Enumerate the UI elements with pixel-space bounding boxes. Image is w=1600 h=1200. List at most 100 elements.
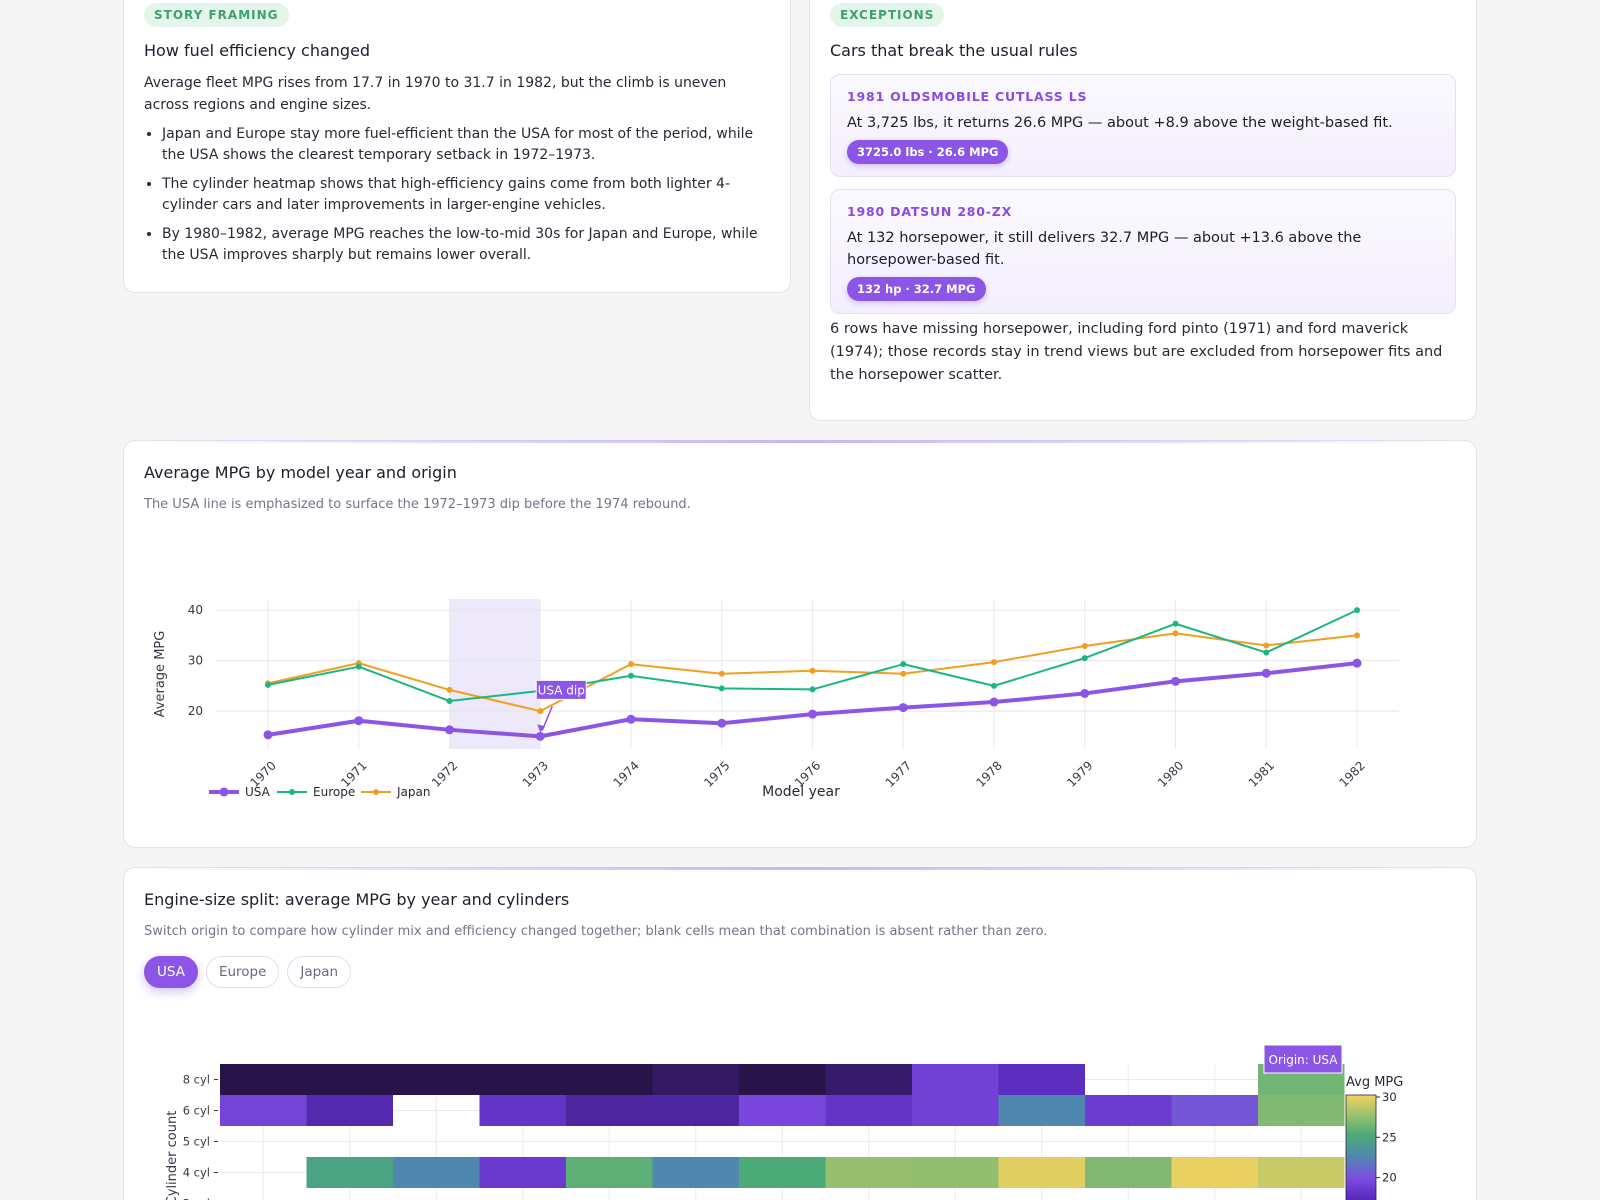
heatmap-cell [393, 1157, 480, 1188]
x-tick-label: 1982 [1336, 758, 1367, 789]
legend-marker-usa [219, 787, 229, 797]
heatmap-cell [393, 1064, 480, 1095]
heatmap-row-label: 8 cyl [183, 1073, 210, 1087]
data-point-usa [1261, 668, 1271, 678]
heatmap-cell [479, 1064, 566, 1095]
colorbar-bar [1345, 1094, 1377, 1200]
y-axis-label: Average MPG [153, 631, 168, 718]
heatmap-cell [998, 1157, 1085, 1188]
heatmap-cell [825, 1064, 912, 1095]
y-tick-label: 30 [188, 654, 203, 668]
legend-label-usa: USA [245, 785, 271, 799]
origin-badge-box [1263, 1044, 1343, 1074]
heatmap-cell [1258, 1157, 1345, 1188]
heatmap-cell [652, 1064, 739, 1095]
story-bullet: The cylinder heatmap shows that high-eff… [162, 174, 770, 216]
colorbar-tick-label: 30 [1382, 1090, 1397, 1104]
data-point-japan [991, 659, 997, 666]
data-point-japan [537, 708, 544, 715]
data-point-usa [1080, 688, 1090, 698]
data-point-usa [898, 703, 908, 713]
heatmap-cell [566, 1095, 653, 1126]
exception-badge: 3725.0 lbs · 26.6 MPG [847, 140, 1009, 164]
x-tick-label: 1979 [1064, 758, 1095, 789]
heatmap-cell [479, 1095, 566, 1126]
heatmap-title: Engine-size split: average MPG by year a… [144, 890, 570, 909]
data-point-japan [446, 686, 453, 693]
data-point-europe [628, 672, 634, 679]
heatmap-row-label: 3 cyl [183, 1197, 210, 1200]
legend-marker-europe [289, 789, 295, 795]
exceptions-tag: EXCEPTIONS [830, 3, 945, 27]
x-tick-label: 1975 [701, 758, 732, 789]
heatmap-cell [998, 1064, 1085, 1095]
heatmap-cell [912, 1095, 999, 1126]
heatmap-cell [998, 1095, 1085, 1126]
data-point-europe [355, 663, 362, 670]
exception-head: 1980 DATSUN 280-ZX [847, 204, 1013, 219]
heatmap-cell [220, 1064, 307, 1095]
heatmap-cell [566, 1157, 653, 1188]
x-tick-label: 1972 [429, 758, 460, 789]
data-point-usa [717, 718, 727, 728]
card-accent [124, 867, 1476, 870]
heatmap-cell [566, 1064, 653, 1095]
heatmap-cell [1085, 1157, 1172, 1188]
data-point-japan [900, 670, 907, 677]
highlight-band [449, 599, 541, 749]
data-point-europe [900, 661, 907, 668]
heatmap-cell [220, 1095, 307, 1126]
data-point-japan [718, 670, 725, 677]
legend-label-europe: Europe [313, 785, 355, 799]
data-point-japan [809, 667, 816, 674]
data-point-usa [808, 709, 817, 719]
x-tick-label: 1973 [520, 758, 551, 789]
data-point-europe [1263, 649, 1270, 656]
card-accent [124, 440, 1476, 443]
colorbar-tick-label: 25 [1382, 1130, 1397, 1144]
x-axis-label: Model year [762, 784, 840, 800]
origin-badge-text: Origin: USA [1269, 1053, 1339, 1067]
story-title: How fuel efficiency changed [144, 41, 371, 60]
origin-button-japan[interactable]: Japan [287, 956, 352, 988]
data-point-japan [628, 661, 634, 668]
heatmap-cell [1171, 1157, 1258, 1188]
data-point-usa [535, 731, 545, 741]
origin-selector: USA Europe Japan [144, 956, 352, 988]
data-point-japan [1172, 630, 1179, 637]
heatmap-cell [739, 1064, 826, 1095]
story-tag: STORY FRAMING [144, 3, 289, 27]
data-point-usa [989, 697, 999, 707]
exception-text: At 3,725 lbs, it returns 26.6 MPG — abou… [847, 115, 1393, 131]
origin-button-usa[interactable]: USA [144, 956, 198, 988]
line-chart-subtitle: The USA line is emphasized to surface th… [144, 497, 691, 512]
colorbar-tick-label: 20 [1382, 1171, 1397, 1185]
annotation-box [535, 679, 587, 700]
data-point-europe [1081, 655, 1088, 662]
origin-button-europe[interactable]: Europe [205, 956, 280, 988]
data-point-japan [1081, 642, 1088, 649]
heatmap-cell [739, 1157, 826, 1188]
x-tick-label: 1977 [883, 758, 914, 789]
annotation-text: USA dip [538, 683, 585, 697]
heatmap-cell [479, 1157, 566, 1188]
heatmap-cell [1171, 1095, 1258, 1126]
data-point-japan [1263, 642, 1270, 649]
data-point-usa [445, 725, 454, 735]
missing-data-note: 6 rows have missing horsepower, includin… [830, 321, 1443, 383]
heatmap-cell [1258, 1095, 1345, 1126]
data-point-japan [1354, 632, 1360, 639]
data-point-usa [1352, 658, 1362, 668]
data-point-europe [265, 681, 271, 688]
heatmap-cell [306, 1064, 393, 1095]
heatmap-cell [306, 1095, 393, 1126]
exceptions-card: EXCEPTIONS Cars that break the usual rul… [809, 0, 1477, 421]
annotation-arrowhead [537, 724, 546, 733]
story-bullet: Japan and Europe stay more fuel-efficien… [162, 124, 770, 166]
data-point-usa [626, 714, 636, 724]
heatmap-cell [652, 1157, 739, 1188]
heatmap-cell [912, 1157, 999, 1188]
legend-label-japan: Japan [396, 785, 430, 799]
